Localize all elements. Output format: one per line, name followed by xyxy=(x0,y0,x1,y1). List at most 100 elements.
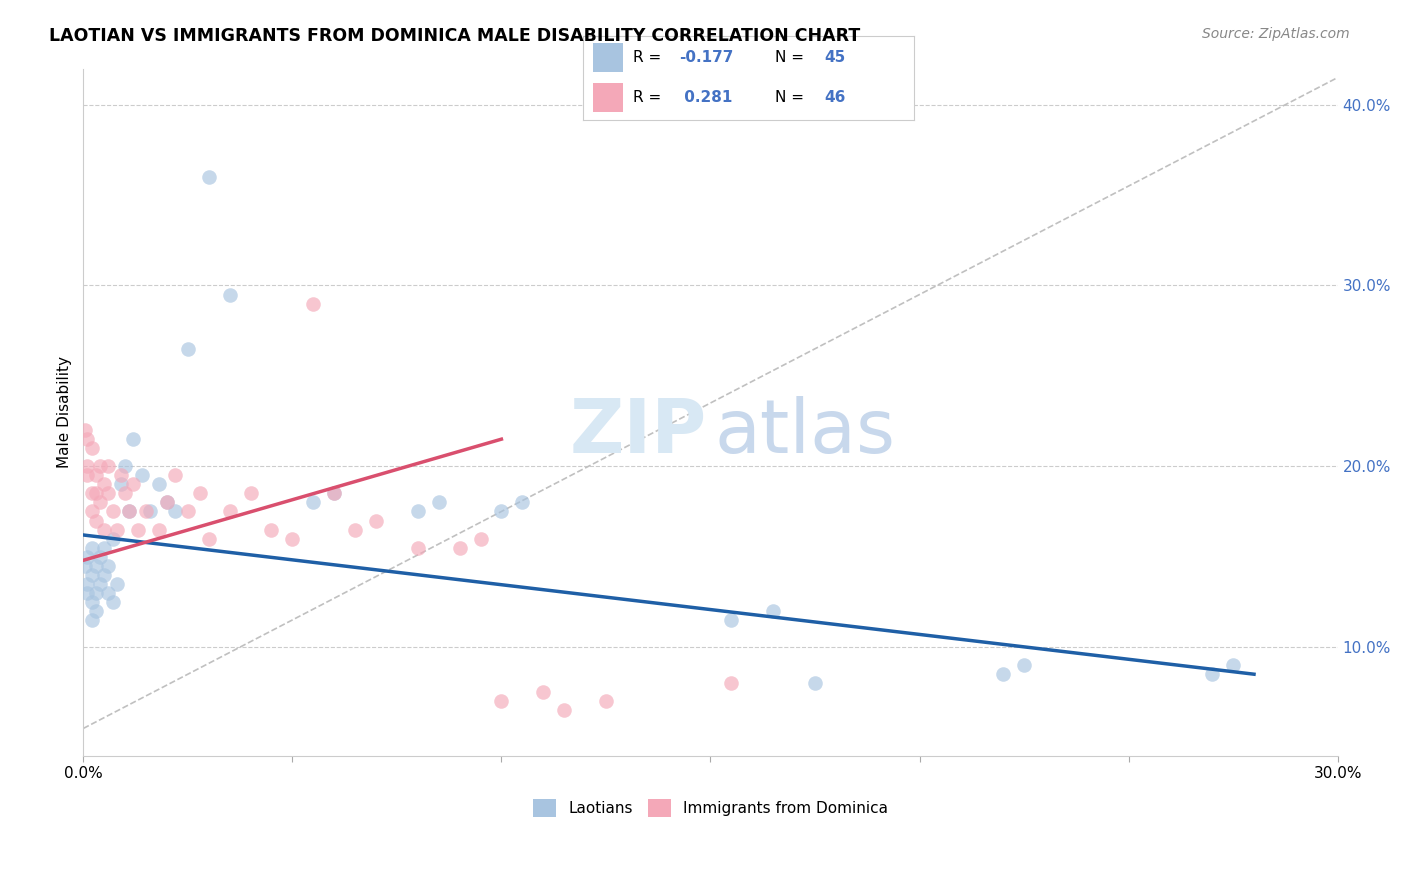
Point xyxy=(97,586,120,600)
Point xyxy=(1201,667,1223,681)
Point xyxy=(118,504,141,518)
Point xyxy=(260,523,283,537)
Point xyxy=(804,676,827,690)
Point xyxy=(93,541,115,555)
Text: 46: 46 xyxy=(825,90,846,105)
Point xyxy=(177,504,200,518)
Point xyxy=(720,613,742,627)
Text: Source: ZipAtlas.com: Source: ZipAtlas.com xyxy=(1202,27,1350,41)
Text: 45: 45 xyxy=(825,50,846,65)
Point xyxy=(89,495,111,509)
Point xyxy=(97,486,120,500)
Point xyxy=(177,342,200,356)
Point xyxy=(84,604,107,618)
Point xyxy=(406,504,429,518)
Point xyxy=(156,495,179,509)
Point xyxy=(93,477,115,491)
Text: 0.281: 0.281 xyxy=(679,90,733,105)
Text: -0.177: -0.177 xyxy=(679,50,734,65)
Point xyxy=(148,477,170,491)
Point xyxy=(165,504,187,518)
Point xyxy=(135,504,157,518)
Point xyxy=(89,576,111,591)
Point xyxy=(114,486,136,500)
Point xyxy=(110,477,132,491)
Point xyxy=(323,486,346,500)
Point xyxy=(344,523,367,537)
Text: N =: N = xyxy=(775,50,808,65)
Point xyxy=(491,504,513,518)
Point xyxy=(93,523,115,537)
Point xyxy=(89,459,111,474)
Point xyxy=(122,432,145,446)
Y-axis label: Male Disability: Male Disability xyxy=(58,356,72,468)
Point xyxy=(93,567,115,582)
Text: N =: N = xyxy=(775,90,808,105)
Point xyxy=(139,504,162,518)
Point xyxy=(80,595,103,609)
Point xyxy=(156,495,179,509)
Point xyxy=(302,495,325,509)
Legend: Laotians, Immigrants from Dominica: Laotians, Immigrants from Dominica xyxy=(527,793,894,823)
Point xyxy=(197,169,219,184)
Point xyxy=(84,486,107,500)
Point xyxy=(89,549,111,564)
Point xyxy=(76,459,98,474)
Point xyxy=(762,604,785,618)
Point xyxy=(84,586,107,600)
Point xyxy=(84,558,107,573)
Point xyxy=(595,694,617,708)
Point xyxy=(101,504,124,518)
Text: R =: R = xyxy=(633,50,666,65)
Point xyxy=(197,532,219,546)
Point xyxy=(531,685,554,699)
Point xyxy=(80,567,103,582)
Point xyxy=(114,459,136,474)
Point xyxy=(510,495,533,509)
Point xyxy=(1222,658,1244,673)
Text: ZIP: ZIP xyxy=(569,396,707,469)
Point xyxy=(118,504,141,518)
Point xyxy=(720,676,742,690)
Point xyxy=(131,468,153,483)
Point xyxy=(239,486,262,500)
Point xyxy=(75,558,97,573)
Point xyxy=(101,595,124,609)
Point xyxy=(190,486,212,500)
Point xyxy=(80,486,103,500)
Point xyxy=(84,514,107,528)
Point xyxy=(105,523,128,537)
Point xyxy=(75,423,97,437)
Point xyxy=(1012,658,1035,673)
Point xyxy=(101,532,124,546)
Point xyxy=(449,541,471,555)
Point xyxy=(76,576,98,591)
Point xyxy=(76,432,98,446)
Point xyxy=(991,667,1014,681)
Point xyxy=(218,504,240,518)
Point xyxy=(427,495,450,509)
Point xyxy=(491,694,513,708)
Point xyxy=(323,486,346,500)
Point xyxy=(281,532,304,546)
Bar xyxy=(593,83,623,112)
Point xyxy=(97,459,120,474)
Point xyxy=(364,514,387,528)
Point xyxy=(406,541,429,555)
Point xyxy=(470,532,492,546)
Point xyxy=(302,296,325,310)
Point xyxy=(76,468,98,483)
Point xyxy=(165,468,187,483)
Text: LAOTIAN VS IMMIGRANTS FROM DOMINICA MALE DISABILITY CORRELATION CHART: LAOTIAN VS IMMIGRANTS FROM DOMINICA MALE… xyxy=(49,27,860,45)
Point xyxy=(84,468,107,483)
Point xyxy=(218,287,240,301)
Point xyxy=(76,586,98,600)
Point xyxy=(105,576,128,591)
Point xyxy=(110,468,132,483)
Point xyxy=(148,523,170,537)
Point xyxy=(122,477,145,491)
Text: atlas: atlas xyxy=(714,396,896,469)
Point xyxy=(553,703,575,717)
Point xyxy=(80,541,103,555)
Bar xyxy=(593,44,623,72)
